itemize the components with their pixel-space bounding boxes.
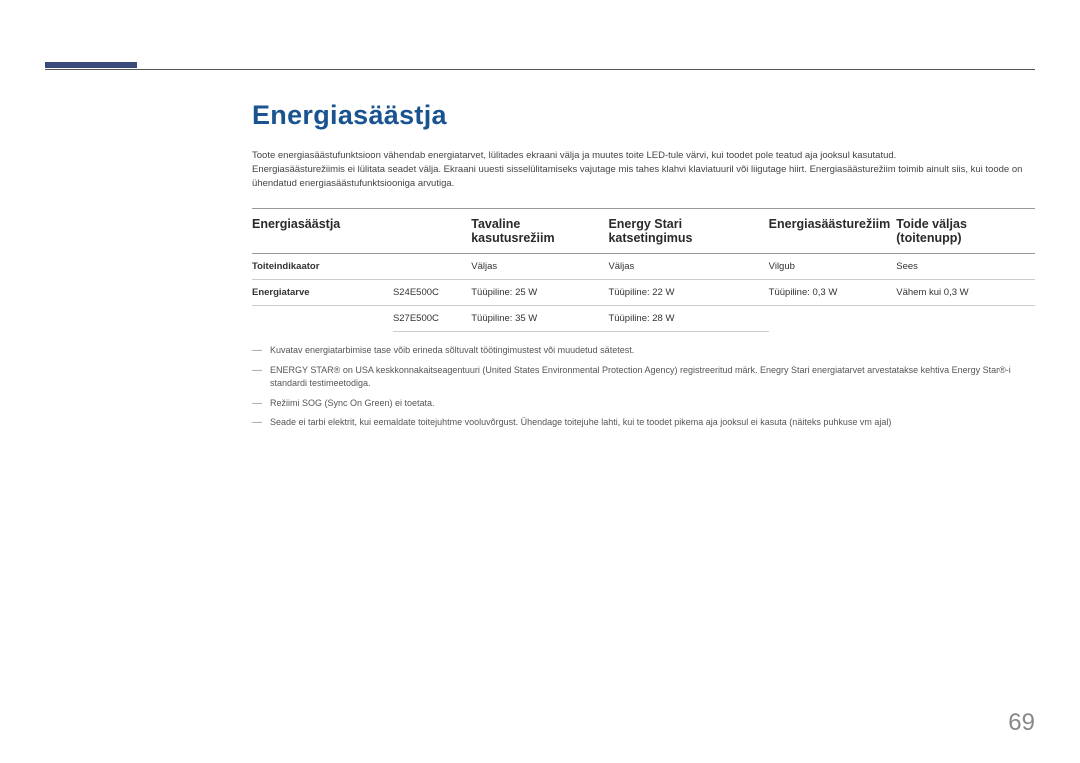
table-row: Toiteindikaator Väljas Väljas Vilgub See… <box>252 254 1035 280</box>
cell-value: Väljas <box>471 254 608 280</box>
footnotes: Kuvatav energiatarbimise tase võib erine… <box>252 344 1035 430</box>
page-number: 69 <box>1008 709 1035 737</box>
cell-value: Tüüpiline: 25 W <box>471 280 608 306</box>
cell-value: Tüüpiline: 28 W <box>608 306 768 332</box>
table-header-row: Energiasäästja Tavaline kasutusrežiim En… <box>252 209 1035 254</box>
top-divider <box>45 69 1035 70</box>
cell-value: Tüüpiline: 22 W <box>608 280 768 306</box>
footnote: Seade ei tarbi elektrit, kui eemaldate t… <box>252 416 1035 430</box>
cell-model: S27E500C <box>393 306 471 332</box>
footnote: Kuvatav energiatarbimise tase võib erine… <box>252 344 1035 358</box>
cell-value <box>896 306 1035 332</box>
intro-text: Toote energiasäästufunktsioon vähendab e… <box>252 149 1035 190</box>
cell-value: Väljas <box>608 254 768 280</box>
col-header-saasturezim: Energiasäästurežiim <box>769 209 897 254</box>
cell-value: Tüüpiline: 35 W <box>471 306 608 332</box>
cell-model <box>393 254 471 280</box>
col-header-tavaline: Tavaline kasutusrežiim <box>471 209 608 254</box>
row-label-toiteindikaator: Toiteindikaator <box>252 254 393 280</box>
row-label-energiatarve: Energiatarve <box>252 280 393 306</box>
table-row: Energiatarve S24E500C Tüüpiline: 25 W Tü… <box>252 280 1035 306</box>
intro-paragraph-1: Toote energiasäästufunktsioon vähendab e… <box>252 149 1035 163</box>
col-header-toide: Toide väljas (toitenupp) <box>896 209 1035 254</box>
row-label-blank <box>252 306 393 332</box>
energy-table: Energiasäästja Tavaline kasutusrežiim En… <box>252 208 1035 332</box>
col-header-energiasaastja: Energiasäästja <box>252 209 393 254</box>
table-row: S27E500C Tüüpiline: 35 W Tüüpiline: 28 W <box>252 306 1035 332</box>
footnote: ENERGY STAR® on USA keskkonnakaitseagent… <box>252 364 1035 391</box>
cell-value: Sees <box>896 254 1035 280</box>
cell-value: Vilgub <box>769 254 897 280</box>
cell-value <box>769 306 897 332</box>
page-content: Energiasäästja Toote energiasäästufunkts… <box>252 100 1035 436</box>
accent-bar <box>45 62 137 68</box>
page-title: Energiasäästja <box>252 100 1035 131</box>
col-header-blank <box>393 209 471 254</box>
intro-paragraph-2: Energiasäästurežiimis ei lülitata seadet… <box>252 163 1035 191</box>
cell-value: Vähem kui 0,3 W <box>896 280 1035 306</box>
col-header-energystar: Energy Stari katsetingimus <box>608 209 768 254</box>
cell-model: S24E500C <box>393 280 471 306</box>
cell-value: Tüüpiline: 0,3 W <box>769 280 897 306</box>
footnote: Režiimi SOG (Sync On Green) ei toetata. <box>252 397 1035 411</box>
